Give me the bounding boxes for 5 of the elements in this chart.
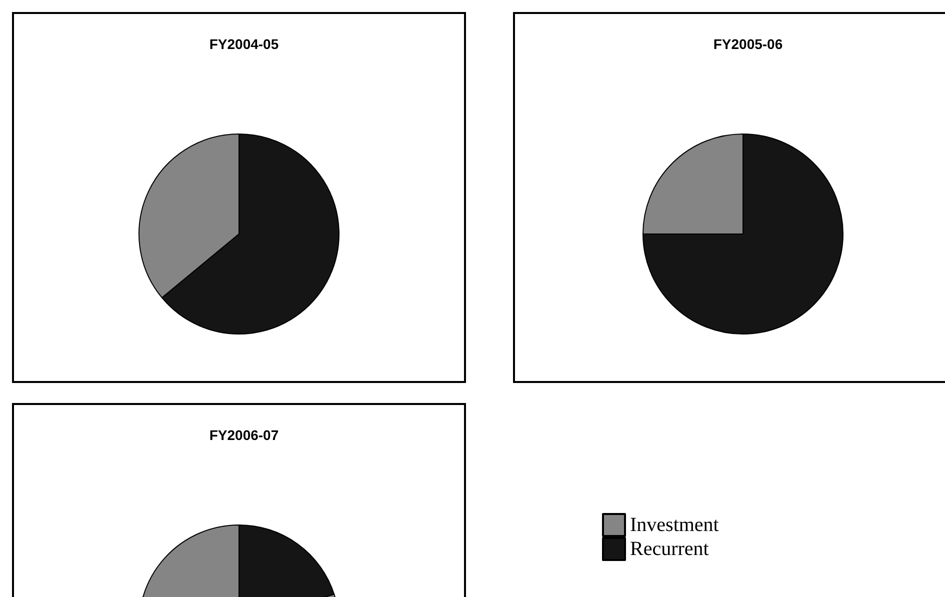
chart-title: FY2005-06	[713, 36, 783, 52]
chart-title: FY2006-07	[209, 427, 279, 443]
legend-label: Recurrent	[630, 538, 710, 560]
legend-label: Investment	[630, 514, 720, 536]
chart-title: FY2004-05	[209, 36, 279, 52]
